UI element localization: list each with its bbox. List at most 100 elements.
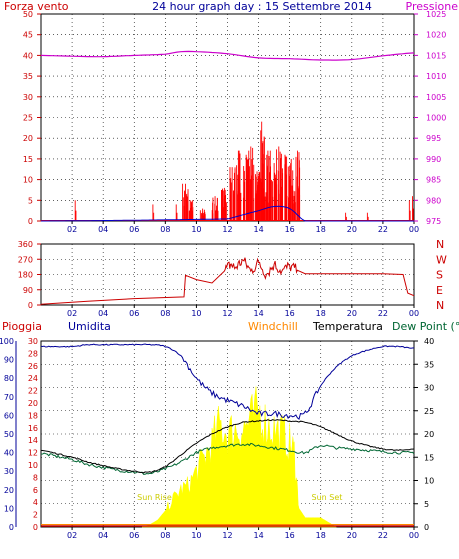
pressure-ytick-label: 995 xyxy=(426,134,441,143)
direction-panel-xtick-label: 08 xyxy=(160,309,170,318)
temperature-ytick-label: 20 xyxy=(424,430,434,439)
rain-ytick-label: 0 xyxy=(33,523,38,532)
direction-panel-xtick-label: 22 xyxy=(378,309,388,318)
humidity-ytick-label: 60 xyxy=(4,411,14,420)
direction-panel-xtick-label: 00 xyxy=(409,309,419,318)
temperature-ytick-label: 15 xyxy=(424,453,434,462)
rain-ytick-label: 20 xyxy=(28,399,38,408)
temp-panel-xtick-label: 18 xyxy=(316,531,326,540)
wind-ytick-label: 45 xyxy=(23,31,33,40)
direction-compass-label: E xyxy=(436,284,443,297)
humidity-ytick-label: 40 xyxy=(4,449,14,458)
pressure-axis-label: Pressione xyxy=(406,0,459,13)
direction-panel-xtick-label: 10 xyxy=(191,309,201,318)
temp-panel-xtick-label: 12 xyxy=(222,531,232,540)
temp-panel-xtick-label: 14 xyxy=(253,531,263,540)
direction-ytick-label: 360 xyxy=(18,240,33,249)
direction-panel-xtick-label: 12 xyxy=(222,309,232,318)
direction-panel-xtick-label: 04 xyxy=(98,309,108,318)
legend-windchill: Windchill xyxy=(248,320,298,333)
wind-ytick-label: 0 xyxy=(28,217,33,226)
rain-ytick-label: 28 xyxy=(28,349,38,358)
wind-panel-xtick-label: 18 xyxy=(316,225,326,234)
temperature-ytick-label: 10 xyxy=(424,477,434,486)
sunset-label: Sun Set xyxy=(312,493,343,502)
pressure-line xyxy=(40,50,415,61)
legend-dewpoint: Dew Point (°C xyxy=(392,320,459,333)
pressure-ytick-label: 980 xyxy=(426,196,441,205)
wind-panel-xtick-label: 06 xyxy=(129,225,139,234)
wind-panel-xtick-label: 00 xyxy=(409,225,419,234)
direction-panel-xtick-label: 20 xyxy=(347,309,357,318)
wind-axis-label: Forza vento xyxy=(4,0,69,13)
rain-ytick-label: 18 xyxy=(28,411,38,420)
direction-compass-label: N xyxy=(436,238,444,251)
temperature-ytick-label: 0 xyxy=(424,523,429,532)
wind-ytick-label: 40 xyxy=(23,51,33,60)
direction-compass-label: W xyxy=(436,253,447,266)
temp-panel-xtick-label: 10 xyxy=(191,531,201,540)
rain-ytick-label: 10 xyxy=(28,461,38,470)
wind-panel-xtick-label: 02 xyxy=(67,225,77,234)
wind-panel-xtick-label: 04 xyxy=(98,225,108,234)
temp-panel-xtick-label: 08 xyxy=(160,531,170,540)
temp-panel-xtick-label: 16 xyxy=(285,531,295,540)
chart-title: 24 hour graph day : 15 Settembre 2014 xyxy=(152,0,372,13)
wind-ytick-label: 25 xyxy=(23,114,33,123)
rain-ytick-label: 12 xyxy=(28,449,38,458)
humidity-ytick-label: 100 xyxy=(0,337,14,346)
pressure-ytick-label: 1015 xyxy=(426,51,446,60)
temp-panel-xtick-label: 00 xyxy=(409,531,419,540)
direction-panel-xtick-label: 18 xyxy=(316,309,326,318)
rain-ytick-label: 14 xyxy=(28,436,38,445)
direction-panel-xtick-label: 14 xyxy=(253,309,263,318)
humidity-ytick-label: 90 xyxy=(4,356,14,365)
wind-ytick-label: 30 xyxy=(23,93,33,102)
direction-line xyxy=(40,257,415,305)
humidity-ytick-label: 70 xyxy=(4,393,14,402)
temp-panel-xtick-label: 22 xyxy=(378,531,388,540)
rain-ytick-label: 2 xyxy=(33,511,38,520)
humidity-ytick-label: 50 xyxy=(4,430,14,439)
rain-ytick-label: 4 xyxy=(33,498,38,507)
humidity-ytick-label: 10 xyxy=(4,504,14,513)
pressure-ytick-label: 1005 xyxy=(426,93,446,102)
wind-panel-xtick-label: 12 xyxy=(222,225,232,234)
wind-ytick-label: 5 xyxy=(28,196,33,205)
direction-panel-xtick-label: 16 xyxy=(285,309,295,318)
humidity-ytick-label: 80 xyxy=(4,374,14,383)
pressure-ytick-label: 1010 xyxy=(426,72,446,81)
temperature-ytick-label: 30 xyxy=(424,384,434,393)
wind-panel-xtick-label: 14 xyxy=(253,225,263,234)
direction-compass-label: S xyxy=(436,269,443,282)
legend-temperature: Temperatura xyxy=(312,320,383,333)
wind-panel-xtick-label: 16 xyxy=(285,225,295,234)
temperature-ytick-label: 5 xyxy=(424,500,429,509)
pressure-ytick-label: 975 xyxy=(426,217,441,226)
chart-layer: 02 04 06 08 10 12 14 16 18 20 22 000510152025303540… xyxy=(0,10,447,540)
temp-panel-xtick-label: 20 xyxy=(347,531,357,540)
sunrise-label: Sun Rise xyxy=(137,493,172,502)
solar-area xyxy=(141,386,338,528)
wind-ytick-label: 10 xyxy=(23,176,33,185)
direction-panel-xtick-label: 02 xyxy=(67,309,77,318)
wind-panel-xtick-label: 22 xyxy=(378,225,388,234)
temperature-ytick-label: 40 xyxy=(424,337,434,346)
temp-panel-xtick-label: 04 xyxy=(98,531,108,540)
humidity-line xyxy=(40,343,415,420)
wind-panel-xtick-label: 08 xyxy=(160,225,170,234)
pressure-ytick-label: 1025 xyxy=(426,10,446,19)
wind-average-line xyxy=(41,205,414,222)
rain-ytick-label: 30 xyxy=(28,337,38,346)
direction-ytick-label: 0 xyxy=(28,301,33,310)
wind-ytick-label: 15 xyxy=(23,155,33,164)
direction-ytick-label: 90 xyxy=(23,286,33,295)
direction-ytick-label: 180 xyxy=(18,271,33,280)
rain-ytick-label: 16 xyxy=(28,424,38,433)
temperature-ytick-label: 35 xyxy=(424,360,434,369)
humidity-ytick-label: 30 xyxy=(4,467,14,476)
direction-compass-label: N xyxy=(436,299,444,312)
pressure-ytick-label: 1000 xyxy=(426,114,446,123)
temp-panel-xtick-label: 02 xyxy=(67,531,77,540)
